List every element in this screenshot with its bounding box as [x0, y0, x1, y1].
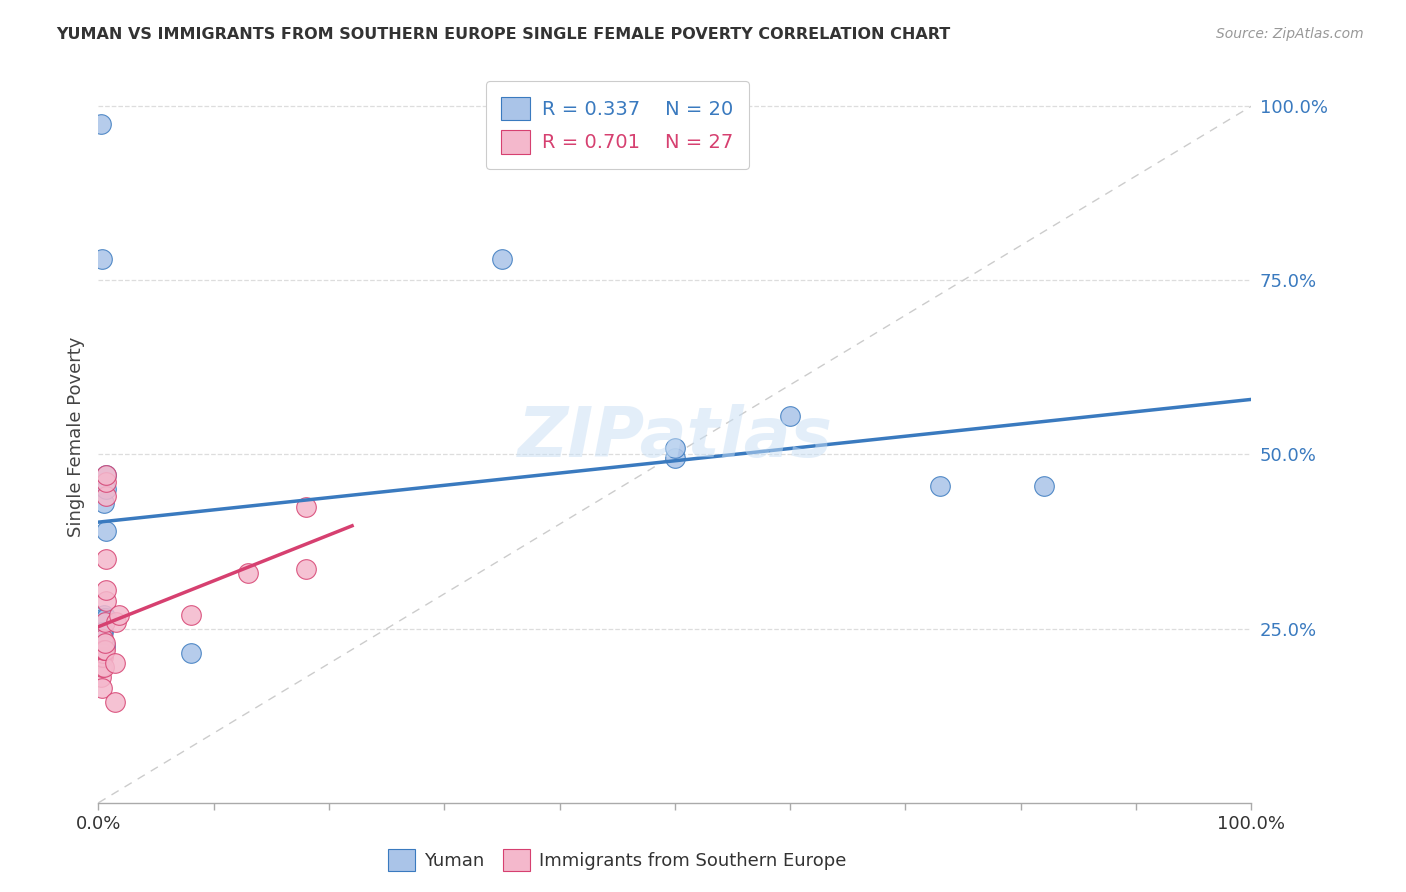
Text: Source: ZipAtlas.com: Source: ZipAtlas.com — [1216, 27, 1364, 41]
Point — [93, 607, 115, 622]
Point — [91, 632, 114, 646]
Point — [238, 566, 260, 580]
Point — [180, 646, 202, 660]
Y-axis label: Single Female Poverty: Single Female Poverty — [66, 337, 84, 537]
Point — [91, 642, 114, 657]
Point — [664, 441, 686, 455]
Point — [96, 552, 118, 566]
Point — [93, 642, 115, 657]
Point — [94, 642, 117, 657]
Point — [108, 607, 131, 622]
Point — [90, 117, 112, 131]
Point — [90, 660, 112, 674]
Point — [91, 646, 114, 660]
Point — [779, 409, 801, 424]
Point — [103, 695, 125, 709]
Legend: Yuman, Immigrants from Southern Europe: Yuman, Immigrants from Southern Europe — [381, 841, 853, 878]
Point — [96, 611, 118, 625]
Point — [93, 496, 115, 510]
Point — [90, 649, 112, 664]
Point — [295, 500, 318, 514]
Point — [1032, 479, 1054, 493]
Point — [664, 450, 686, 465]
Point — [93, 611, 115, 625]
Point — [96, 475, 118, 490]
Point — [96, 594, 118, 608]
Point — [94, 615, 117, 629]
Point — [90, 639, 112, 653]
Point — [180, 607, 202, 622]
Point — [104, 615, 127, 629]
Point — [90, 625, 112, 640]
Point — [491, 252, 513, 267]
Point — [94, 639, 117, 653]
Text: YUMAN VS IMMIGRANTS FROM SOUTHERN EUROPE SINGLE FEMALE POVERTY CORRELATION CHART: YUMAN VS IMMIGRANTS FROM SOUTHERN EUROPE… — [56, 27, 950, 42]
Point — [96, 583, 118, 598]
Point — [295, 562, 318, 576]
Point — [96, 468, 118, 483]
Point — [91, 649, 114, 664]
Point — [929, 479, 952, 493]
Point — [91, 625, 114, 640]
Point — [103, 657, 125, 671]
Point — [90, 670, 112, 684]
Point — [96, 468, 118, 483]
Point — [90, 252, 112, 267]
Point — [94, 635, 117, 649]
Point — [96, 483, 118, 497]
Point — [96, 524, 118, 538]
Point — [93, 660, 115, 674]
Text: ZIPatlas: ZIPatlas — [517, 403, 832, 471]
Point — [96, 489, 118, 503]
Point — [90, 681, 112, 695]
